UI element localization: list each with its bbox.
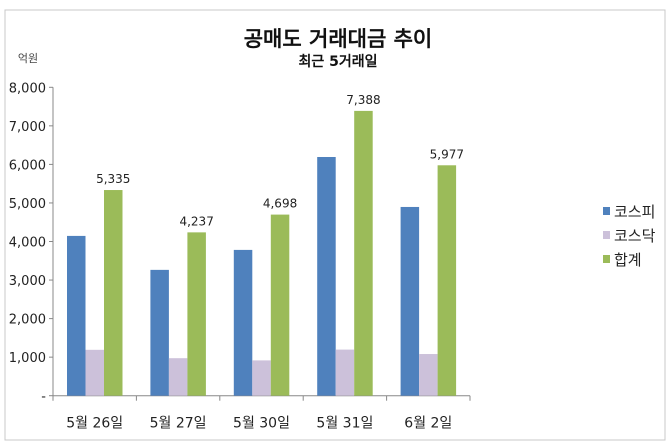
x-tick-label: 5월 31일 xyxy=(316,416,373,432)
data-label: 5,977 xyxy=(430,147,464,161)
data-label: 7,388 xyxy=(346,93,380,107)
data-label: 5,335 xyxy=(96,172,130,186)
legend-label: 합계 xyxy=(614,251,642,269)
x-tick-label: 6월 2일 xyxy=(404,416,452,432)
bar-합계-5월 27일 xyxy=(187,232,206,396)
bar-코스닥-6월 2일 xyxy=(419,354,438,396)
y-tick-label: 6,000 xyxy=(9,158,46,173)
legend-swatch xyxy=(603,231,610,239)
legend-swatch xyxy=(603,255,610,263)
y-tick-label: 2,000 xyxy=(9,313,46,328)
chart-subtitle: 최근 5거래일 xyxy=(298,54,377,70)
y-tick-label: - xyxy=(41,390,46,405)
x-tick-label: 5월 26일 xyxy=(66,416,123,432)
data-label: 4,698 xyxy=(263,197,297,211)
y-tick-label: 8,000 xyxy=(9,81,46,96)
legend-swatch xyxy=(603,207,610,215)
bar-합계-5월 30일 xyxy=(270,214,290,396)
legend-label: 코스닥 xyxy=(614,227,656,245)
data-label: 4,237 xyxy=(179,214,213,228)
x-tick-label: 5월 27일 xyxy=(150,416,207,432)
bar-코스닥-5월 30일 xyxy=(252,360,271,396)
y-tick-label: 1,000 xyxy=(9,351,46,366)
bar-합계-5월 31일 xyxy=(354,110,373,396)
y-tick-label: 5,000 xyxy=(9,197,46,212)
bar-코스닥-5월 31일 xyxy=(335,349,355,396)
bar-코스닥-5월 27일 xyxy=(168,358,188,396)
y-tick-label: 7,000 xyxy=(9,120,46,135)
y-tick-label: 4,000 xyxy=(9,236,46,251)
x-axis: 5월 26일 5월 27일 5월 30일 5월 31일 6월 2일 xyxy=(52,395,471,432)
legend-label: 코스피 xyxy=(614,203,655,221)
bars: 5,335 4,237 4,698 7,388 5,977 xyxy=(67,93,464,396)
bar-코스피-5월 31일 xyxy=(317,156,336,396)
y-axis: - 1,000 2,000 3,000 4,000 5,000 6,000 7,000 8,00… xyxy=(9,81,54,405)
bar-합계-6월 2일 xyxy=(437,165,457,396)
bar-코스피-5월 30일 xyxy=(233,249,253,396)
bar-코스피-6월 2일 xyxy=(400,206,420,396)
x-tick-label: 5월 30일 xyxy=(233,416,290,432)
chart-title: 공매도 거래대금 추이 xyxy=(244,27,433,51)
bar-코스닥-5월 26일 xyxy=(85,349,104,396)
bar-합계-5월 26일 xyxy=(104,190,123,396)
bar-코스피-5월 27일 xyxy=(150,269,169,396)
y-axis-unit: 억원 xyxy=(18,52,38,65)
y-tick-label: 3,000 xyxy=(9,274,46,289)
bar-코스피-5월 26일 xyxy=(67,235,86,396)
